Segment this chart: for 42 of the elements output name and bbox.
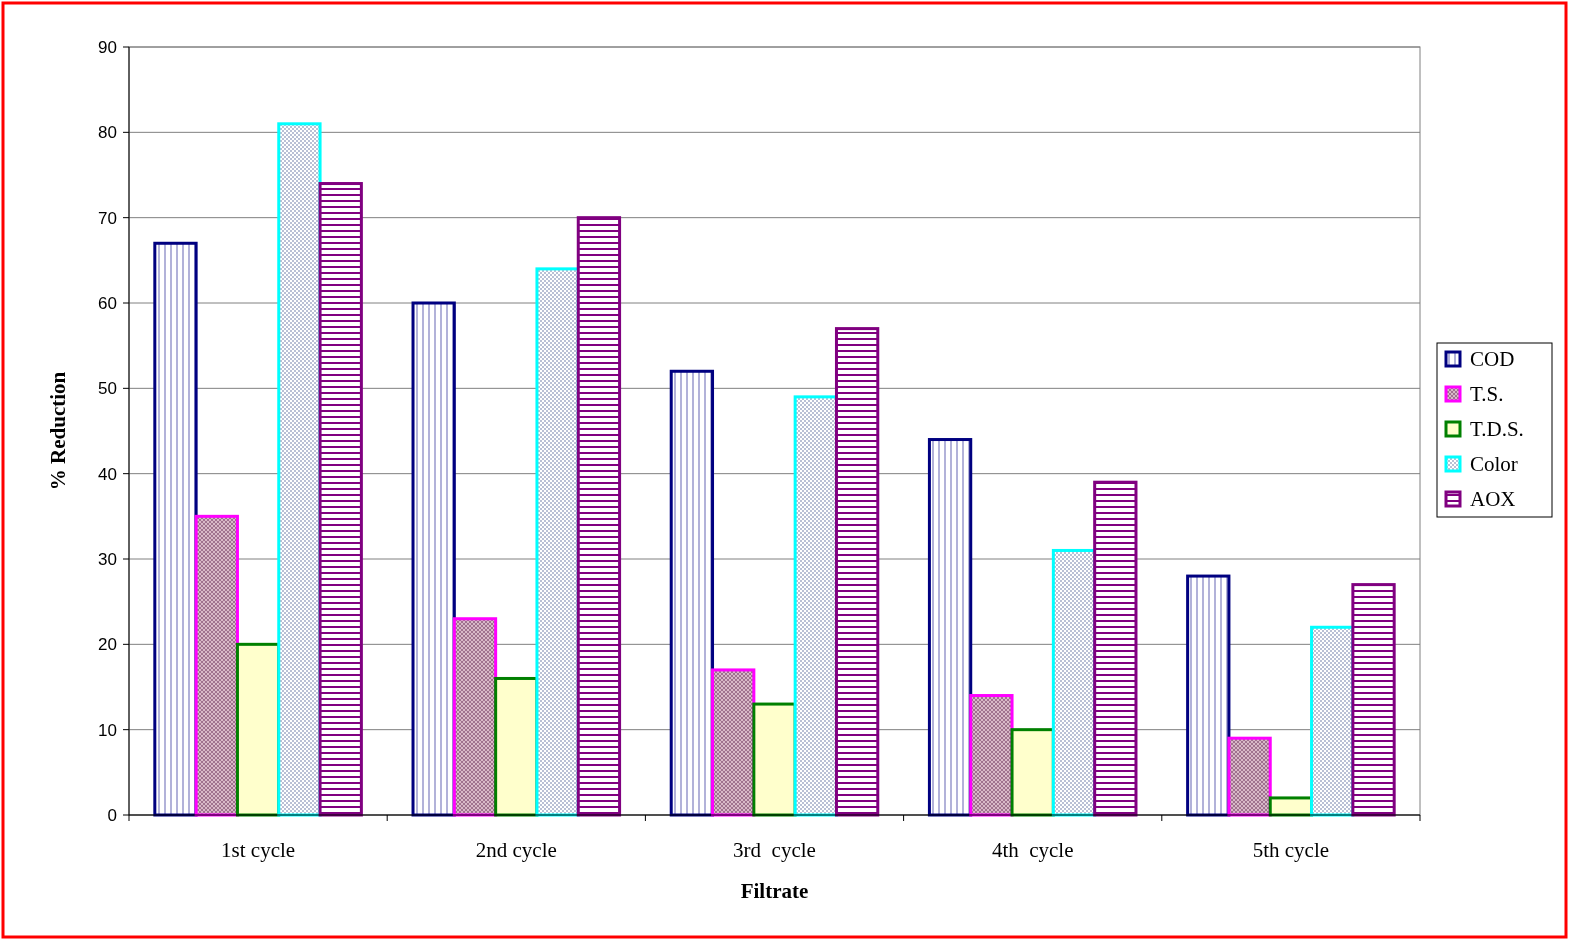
x-axis-title: Filtrate <box>740 879 809 903</box>
legend-label: COD <box>1470 347 1515 372</box>
legend-label: Color <box>1470 452 1518 477</box>
bar <box>711 668 756 817</box>
bar <box>1010 728 1055 817</box>
legend-label: T.S. <box>1470 382 1504 407</box>
bar <box>793 395 838 817</box>
bar <box>535 267 580 817</box>
y-tick-label: 50 <box>98 379 117 399</box>
legend-label: T.D.S. <box>1470 417 1524 442</box>
bar <box>153 241 198 817</box>
bar <box>452 617 498 817</box>
y-tick-label: 80 <box>98 123 117 143</box>
bar <box>669 369 715 817</box>
bar <box>318 182 363 817</box>
bar <box>1093 480 1138 817</box>
x-tick-label: 4th cycle <box>991 838 1074 862</box>
bar <box>834 327 880 817</box>
y-tick-label: 20 <box>98 635 117 655</box>
bar <box>576 216 622 817</box>
x-tick-label: 3rd cycle <box>733 838 816 862</box>
x-tick-label: 5th cycle <box>1252 838 1330 862</box>
bar <box>1227 736 1272 817</box>
bar <box>969 694 1014 817</box>
y-tick-label: 30 <box>98 549 117 569</box>
bar <box>1351 583 1396 817</box>
bar <box>927 438 973 817</box>
y-tick-label: 70 <box>98 208 117 228</box>
legend-label: AOX <box>1470 487 1516 512</box>
x-tick-label: 1st cycle <box>221 838 296 862</box>
y-tick-label: 60 <box>98 293 117 313</box>
y-tick-label: 0 <box>107 805 117 825</box>
y-axis-title: % Reduction <box>46 371 70 491</box>
y-tick-label: 40 <box>98 464 117 484</box>
bar <box>411 301 456 817</box>
x-tick-label: 2nd cycle <box>475 838 557 862</box>
y-tick-label: 10 <box>98 720 117 740</box>
bar <box>194 514 239 817</box>
bar <box>1186 574 1231 817</box>
bar <box>277 122 322 817</box>
y-tick-label: 90 <box>98 37 117 57</box>
bar <box>752 702 797 817</box>
